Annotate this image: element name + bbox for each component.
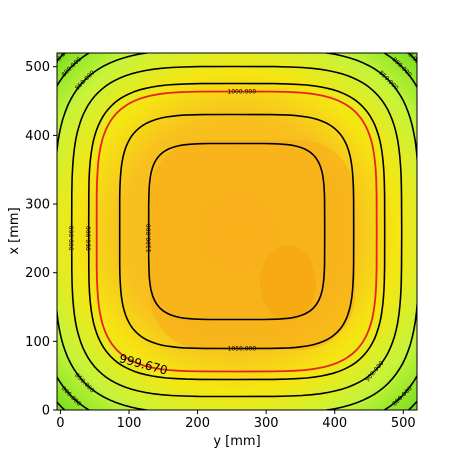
y-tick-label: 200: [25, 266, 50, 281]
y-tick-label: 0: [42, 404, 50, 419]
plot-frame: [56, 52, 418, 411]
contour-line-1050: [118, 113, 355, 350]
contour-line-1000: [95, 90, 378, 373]
contour-line-950: [87, 82, 386, 381]
y-axis-ticks: 0 100 200 300 400 500: [25, 60, 57, 419]
x-axis-label: y [mm]: [213, 434, 260, 449]
contour-label-900: 900.000: [69, 225, 76, 250]
y-tick-label: 100: [25, 335, 50, 350]
y-axis-label: x [mm]: [7, 207, 22, 254]
contour-line-1100: [147, 142, 326, 321]
contour-label-1100: 1100.000: [146, 224, 153, 253]
max-value-region: [260, 245, 316, 321]
y-tick-label: 300: [25, 198, 50, 213]
y-tick-label: 500: [25, 60, 50, 75]
contour-label-1050: 1050.000: [228, 345, 257, 352]
contour-label-950: 950.000: [86, 226, 93, 251]
contour-line-900: [70, 65, 403, 398]
x-tick-label: 0: [56, 416, 64, 431]
contour-label-1000: 1000.000: [227, 89, 256, 96]
contour-line-850: [57, 53, 417, 410]
x-tick-label: 400: [322, 416, 347, 431]
y-tick-label: 400: [25, 129, 50, 144]
x-tick-label: 100: [117, 416, 142, 431]
x-axis-ticks: 0 100 200 300 400 500: [56, 410, 416, 431]
x-tick-label: 200: [185, 416, 210, 431]
x-tick-label: 300: [254, 416, 279, 431]
x-tick-label: 500: [391, 416, 416, 431]
contour-lines: [57, 53, 417, 410]
